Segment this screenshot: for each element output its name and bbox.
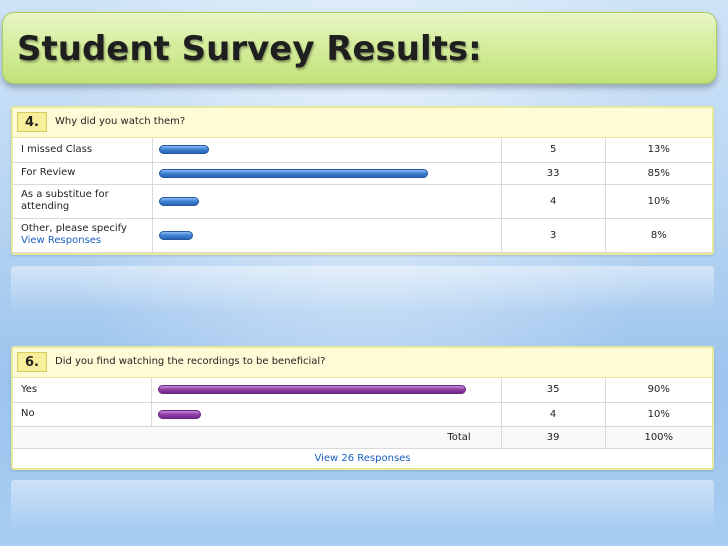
- question-6-text: Did you find watching the recordings to …: [55, 356, 326, 367]
- panel-reflection: [11, 266, 714, 312]
- response-percent: 10%: [605, 184, 712, 219]
- question-6-panel: 6. Did you find watching the recordings …: [11, 346, 714, 470]
- answer-label: For Review: [13, 162, 153, 185]
- response-percent: 8%: [605, 218, 712, 253]
- response-bar: [158, 168, 428, 178]
- bar-cell: [152, 138, 502, 163]
- table-row: Other, please specify View Responses 3 8…: [13, 218, 712, 253]
- question-4-text: Why did you watch them?: [55, 116, 186, 127]
- question-4-number: 4.: [17, 112, 47, 132]
- question-6-table: Yes 35 90% No 4 10% Total 39 100% View 2…: [13, 378, 712, 468]
- response-count: 33: [501, 162, 606, 185]
- response-percent: 90%: [605, 378, 712, 403]
- table-row: For Review 33 85%: [13, 162, 712, 185]
- bar-cell: [151, 402, 502, 427]
- slide-title: Student Survey Results:: [17, 29, 482, 69]
- view-responses-link[interactable]: View Responses: [21, 235, 102, 246]
- total-label: Total: [13, 426, 502, 449]
- answer-label: No: [13, 402, 153, 427]
- bar-cell: [151, 378, 502, 403]
- title-bar: Student Survey Results:: [2, 12, 717, 84]
- question-6-number: 6.: [17, 352, 47, 372]
- question-4-header: 4. Why did you watch them?: [13, 108, 712, 138]
- footer-row: View 26 Responses: [13, 448, 712, 468]
- answer-label: Other, please specify View Responses: [13, 218, 153, 253]
- response-count: 3: [501, 218, 606, 253]
- total-row: Total 39 100%: [13, 426, 712, 449]
- response-percent: 10%: [605, 402, 712, 427]
- response-count: 4: [501, 184, 606, 219]
- table-row: Yes 35 90%: [13, 378, 712, 403]
- response-count: 35: [501, 378, 606, 403]
- answer-label: As a substitue for attending: [13, 184, 153, 219]
- table-row: No 4 10%: [13, 402, 712, 427]
- response-bar: [158, 409, 202, 419]
- question-6-header: 6. Did you find watching the recordings …: [13, 348, 712, 378]
- response-bar: [158, 196, 199, 206]
- bar-cell: [152, 162, 502, 185]
- response-count: 4: [501, 402, 606, 427]
- response-percent: 85%: [605, 162, 712, 185]
- bar-cell: [152, 184, 502, 219]
- total-count: 39: [501, 426, 606, 449]
- table-row: I missed Class 5 13%: [13, 138, 712, 163]
- response-count: 5: [501, 138, 606, 163]
- question-4-table: I missed Class 5 13% For Review 33 85% A…: [13, 138, 712, 253]
- view-responses-link[interactable]: View 26 Responses: [314, 452, 411, 464]
- question-4-panel: 4. Why did you watch them? I missed Clas…: [11, 106, 714, 255]
- total-percent: 100%: [605, 426, 712, 449]
- bar-cell: [152, 218, 502, 253]
- response-bar: [158, 145, 209, 155]
- answer-label: Yes: [13, 378, 153, 403]
- table-row: As a substitue for attending 4 10%: [13, 184, 712, 219]
- response-percent: 13%: [605, 138, 712, 163]
- response-bar: [158, 230, 193, 240]
- footer-cell: View 26 Responses: [13, 448, 712, 468]
- panel-reflection: [11, 480, 714, 530]
- answer-label-text: Other, please specify: [21, 223, 127, 234]
- answer-label: I missed Class: [13, 138, 153, 163]
- response-bar: [158, 385, 467, 395]
